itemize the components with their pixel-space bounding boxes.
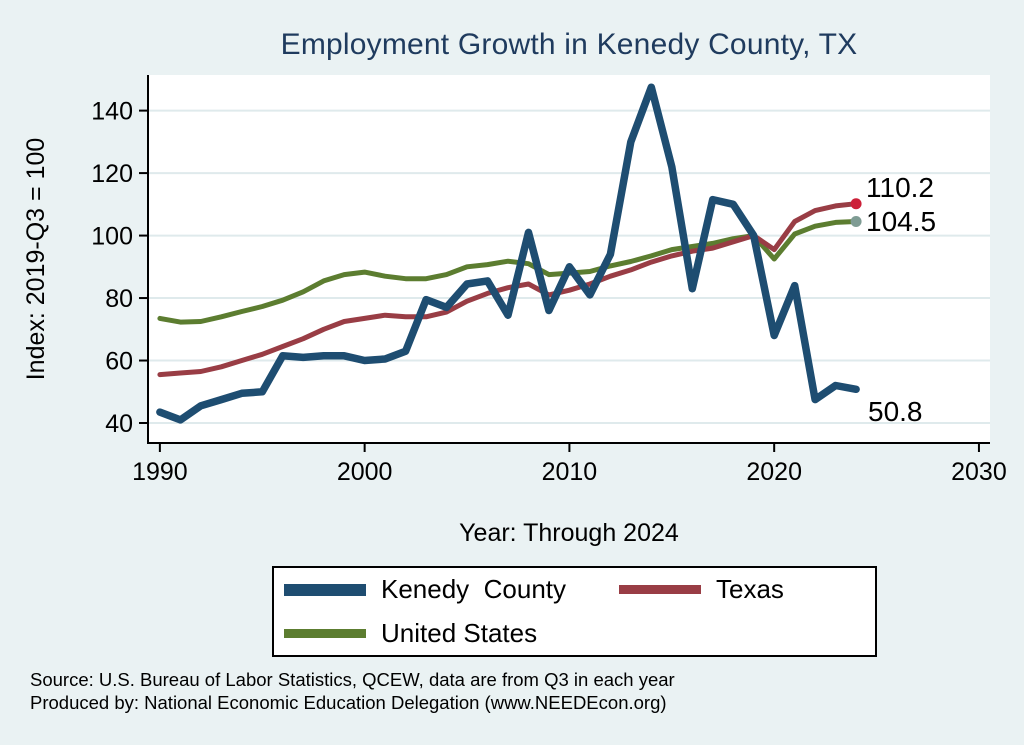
x-axis-title: Year: Through 2024: [459, 519, 679, 547]
axes: 40 60 80 100 120 140 1990 2000 2010 2020 2030: [91, 75, 1007, 486]
end-value-label-1: 104.5: [866, 206, 936, 237]
end-marker-texas: [850, 198, 862, 210]
y-tick-label-40: 40: [105, 410, 133, 438]
y-tick-label-100: 100: [91, 223, 133, 251]
x-tick-label-2000: 2000: [337, 458, 393, 486]
x-tick-label-2030: 2030: [951, 458, 1007, 486]
end-marker-united-states: [850, 216, 862, 228]
legend-label-texas: Texas: [716, 574, 784, 604]
chart-title: Employment Growth in Kenedy County, TX: [280, 28, 858, 61]
united-states-swatch: [284, 629, 366, 638]
y-tick-label-60: 60: [105, 348, 133, 376]
series-line-texas: [157, 201, 859, 378]
x-tick-label-2020: 2020: [746, 458, 802, 486]
legend: Kenedy County Texas United States: [272, 566, 877, 657]
legend-item-texas: Texas: [609, 571, 875, 609]
y-axis-title: Index: 2019-Q3 = 100: [22, 138, 50, 381]
end-value-label-2: 50.8: [868, 396, 923, 427]
y-tick-label-120: 120: [91, 160, 133, 188]
plot-area-background: [148, 75, 990, 443]
end-value-label-0: 110.2: [866, 172, 934, 203]
source-line-2: Produced by: National Economic Education…: [30, 692, 667, 713]
legend-item-kenedy-county: Kenedy County: [274, 571, 609, 609]
x-tick-label-2010: 2010: [542, 458, 598, 486]
data-series: [156, 83, 862, 424]
source-line-1: Source: U.S. Bureau of Labor Statistics,…: [30, 669, 675, 690]
x-tick-label-1990: 1990: [132, 458, 188, 486]
kenedy-county-swatch: [284, 583, 366, 596]
y-tick-label-80: 80: [105, 285, 133, 313]
legend-label-united-states: United States: [381, 618, 538, 648]
texas-swatch: [619, 585, 701, 594]
y-tick-label-140: 140: [91, 98, 133, 126]
source-note: Source: U.S. Bureau of Labor Statistics,…: [30, 668, 675, 714]
legend-item-united-states: United States: [274, 615, 609, 653]
series-line-kenedy-county: [156, 83, 860, 424]
legend-label-kenedy-county: Kenedy County: [381, 574, 567, 604]
gridlines: [148, 109, 990, 425]
